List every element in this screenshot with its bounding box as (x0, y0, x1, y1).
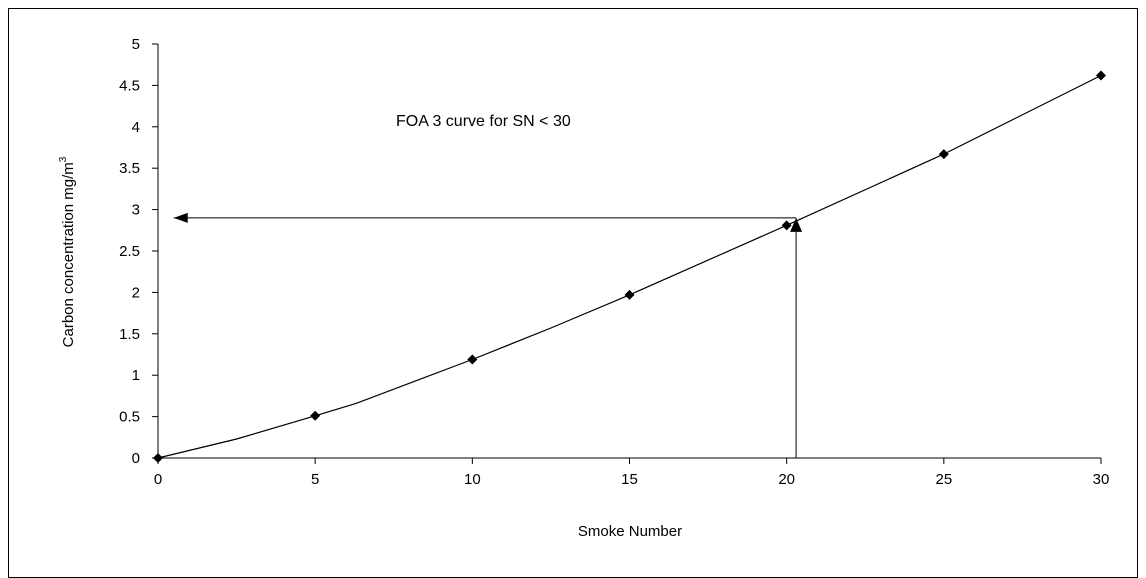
y-axis-title: Carbon concentration mg/m3 (58, 156, 77, 347)
y-tick-label: 2 (132, 284, 140, 301)
y-tick-label: 3 (132, 202, 140, 219)
x-tick-label: 30 (1093, 471, 1110, 488)
x-tick-label: 0 (154, 471, 162, 488)
series-line (157, 74, 1102, 459)
y-ticks: 0 0.5 1 1.5 2 2.5 3 3.5 4 4.5 5 (119, 36, 158, 467)
y-tick-label: 0 (132, 450, 140, 467)
data-point-marker (467, 354, 478, 365)
x-tick-label: 10 (464, 471, 481, 488)
y-tick-label: 0.5 (119, 409, 140, 426)
lookup-horizontal-arrowhead (173, 212, 188, 223)
x-tick-label: 20 (778, 471, 795, 488)
chart-svg: 0 0.5 1 1.5 2 2.5 3 3.5 4 4.5 5 0 5 10 15 20 25 30 FOA 3… (58, 36, 1110, 540)
y-tick-label: 4 (132, 119, 140, 136)
y-tick-label: 4.5 (119, 77, 140, 94)
data-point-marker (1096, 70, 1106, 81)
annotation-text: FOA 3 curve for SN < 30 (396, 113, 571, 130)
y-tick-label: 1 (132, 367, 140, 384)
y-tick-label: 2.5 (119, 243, 140, 260)
data-point-marker (310, 410, 321, 421)
data-point-marker (624, 289, 635, 300)
y-axis-title-main: Carbon concentration mg/m (60, 162, 77, 347)
x-tick-label: 15 (621, 471, 638, 488)
series (153, 70, 1106, 463)
x-tick-label: 25 (935, 471, 952, 488)
y-axis-title-superscript: 3 (58, 156, 69, 162)
data-point-marker (781, 220, 792, 231)
y-tick-label: 5 (132, 36, 140, 53)
data-point-marker (938, 149, 949, 160)
x-axis-title: Smoke Number (578, 523, 682, 540)
y-axis-title-group: Carbon concentration mg/m3 (58, 156, 77, 347)
axes (157, 44, 1101, 459)
y-tick-label: 3.5 (119, 160, 140, 177)
lookup-vertical-arrowhead (790, 217, 803, 232)
lookup-arrows (173, 212, 803, 458)
x-tick-label: 5 (311, 471, 319, 488)
y-tick-label: 1.5 (119, 326, 140, 343)
data-point-marker (153, 453, 163, 463)
x-ticks: 0 5 10 15 20 25 30 (154, 458, 1110, 488)
